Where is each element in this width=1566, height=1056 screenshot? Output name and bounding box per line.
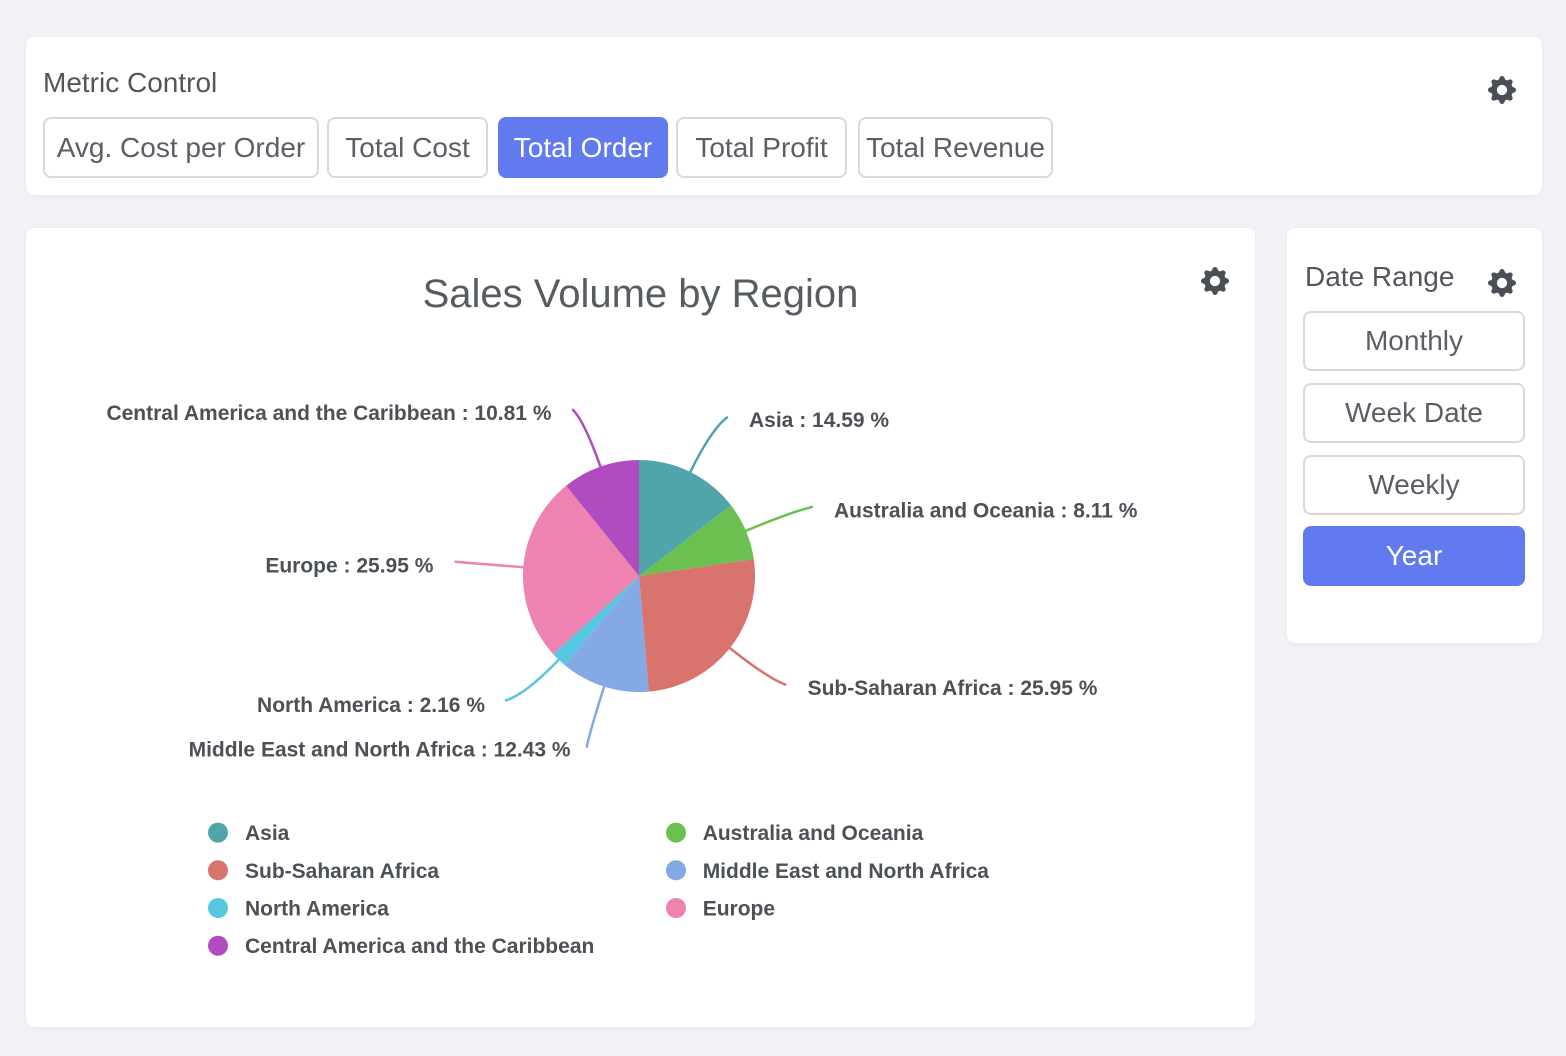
svg-text:Europe : 25.95 %: Europe : 25.95 % [265, 554, 433, 577]
svg-text:Asia : 14.59 %: Asia : 14.59 % [749, 409, 889, 432]
svg-text:Europe: Europe [703, 898, 775, 921]
svg-text:North America : 2.16 %: North America : 2.16 % [257, 694, 485, 717]
svg-text:Sub-Saharan Africa: Sub-Saharan Africa [245, 860, 439, 883]
svg-text:North America: North America [245, 898, 389, 921]
svg-text:Central America and the Caribb: Central America and the Caribbean : 10.8… [106, 402, 551, 425]
svg-text:Australia and Oceania : 8.11 %: Australia and Oceania : 8.11 % [834, 499, 1138, 522]
svg-text:Central America and the Caribb: Central America and the Caribbean [245, 935, 594, 958]
svg-text:Australia and Oceania: Australia and Oceania [703, 822, 924, 845]
svg-text:Sub-Saharan Africa : 25.95 %: Sub-Saharan Africa : 25.95 % [808, 677, 1098, 700]
svg-text:Middle East and North Africa :: Middle East and North Africa : 12.43 % [189, 738, 571, 761]
svg-text:Middle East and North Africa: Middle East and North Africa [703, 860, 990, 883]
svg-text:Asia: Asia [245, 822, 290, 845]
